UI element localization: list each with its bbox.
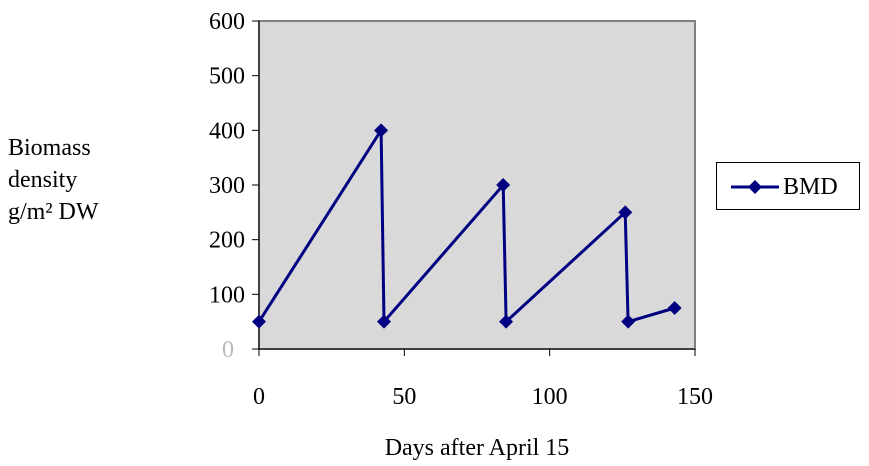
x-axis-title: Days after April 15 (385, 435, 570, 461)
y-axis: 0 100 200 300 400 500 600 (209, 9, 260, 363)
y-tick-label: 500 (209, 64, 245, 90)
y-tick-label: 0 (222, 337, 234, 363)
x-tick-label: 50 (392, 384, 416, 410)
data-point-marker (618, 205, 633, 220)
legend-label: BMD (783, 174, 838, 200)
data-point-marker (252, 314, 266, 329)
y-tick-label: 600 (209, 9, 245, 35)
x-tick-label: 150 (677, 384, 713, 410)
y-axis-title-line: density (8, 167, 78, 193)
x-tick-label: 0 (253, 384, 265, 410)
y-tick-label: 100 (209, 282, 245, 308)
data-point-marker (667, 301, 682, 315)
data-point-marker (374, 123, 389, 138)
legend: BMD (716, 162, 860, 210)
y-axis-title: Biomass density g/m² DW (8, 132, 138, 228)
y-axis-title-line: Biomass (8, 135, 91, 161)
series-line-bmd (257, 125, 676, 326)
plot-area (258, 20, 696, 350)
y-axis-title-line: g/m² DW (8, 199, 99, 225)
y-tick-label: 300 (209, 173, 245, 199)
y-tick-label: 400 (209, 118, 245, 144)
data-point-marker (496, 178, 511, 192)
data-point-marker (376, 314, 391, 329)
legend-swatch (731, 180, 779, 194)
series-markers (252, 123, 682, 329)
data-point-marker (621, 314, 636, 329)
y-tick-label: 200 (209, 228, 245, 254)
data-point-marker (499, 314, 514, 329)
x-tick-label: 100 (532, 384, 568, 410)
x-axis: 0 50 100 150 (253, 348, 713, 410)
